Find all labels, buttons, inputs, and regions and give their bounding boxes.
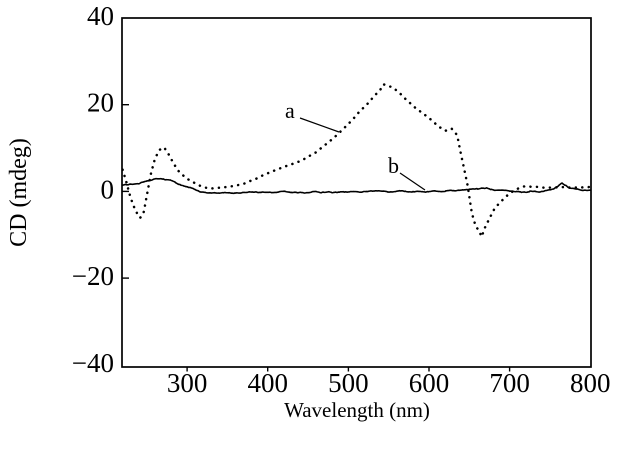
svg-text:b: b [388,153,399,178]
svg-text:700: 700 [489,368,530,398]
svg-text:300: 300 [167,368,208,398]
svg-text:−40: −40 [72,348,114,378]
svg-text:20: 20 [87,88,114,118]
svg-text:CD (mdeg): CD (mdeg) [6,138,32,247]
svg-text:800: 800 [570,368,611,398]
svg-text:40: 40 [87,1,114,31]
svg-text:Wavelength (nm): Wavelength (nm) [284,398,430,422]
svg-text:400: 400 [247,368,288,398]
svg-text:600: 600 [409,368,450,398]
svg-text:500: 500 [328,368,369,398]
svg-text:a: a [285,98,295,123]
svg-text:−20: −20 [72,261,114,291]
svg-text:0: 0 [101,174,115,204]
